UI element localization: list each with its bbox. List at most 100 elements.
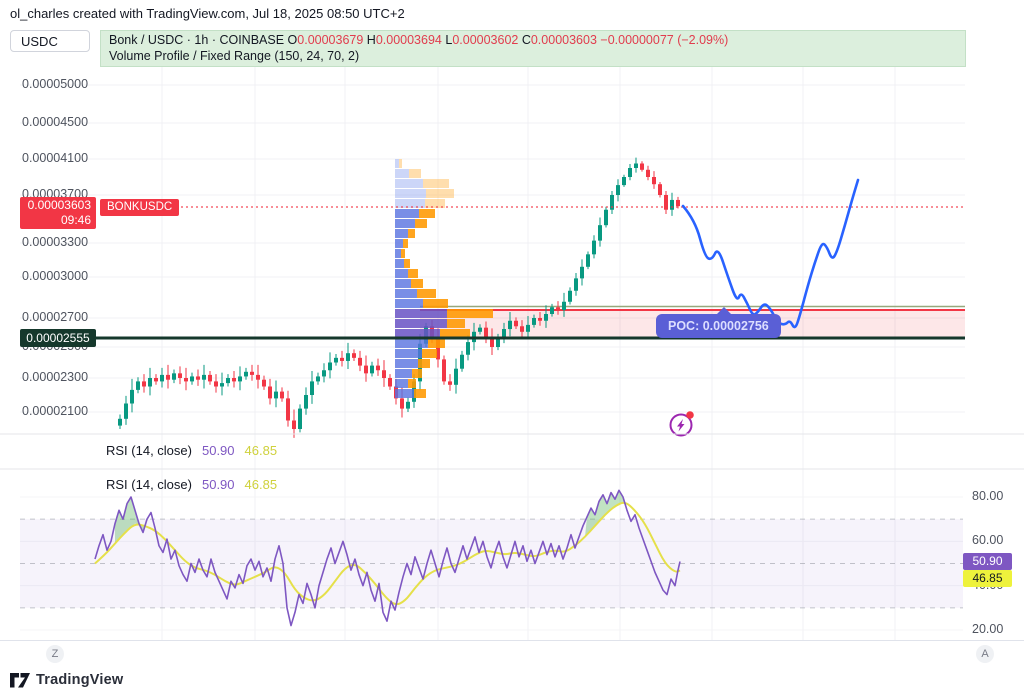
candle-body bbox=[316, 376, 320, 382]
notification-dot bbox=[686, 411, 694, 419]
candle-body bbox=[262, 379, 266, 387]
tradingview-logo-icon bbox=[10, 672, 30, 687]
vp-sell-volume-bar bbox=[403, 239, 408, 248]
chart-legend[interactable]: Bonk / USDC · 1h · COINBASE O0.00003679 … bbox=[100, 30, 966, 67]
vp-buy-volume-bar bbox=[395, 159, 399, 168]
candle-body bbox=[256, 374, 260, 380]
rsi-ma-value: 46.85 bbox=[244, 477, 278, 492]
vp-buy-volume-bar bbox=[395, 309, 447, 318]
candle-body bbox=[616, 185, 620, 195]
vp-sell-volume-bar bbox=[408, 379, 416, 388]
vp-buy-volume-bar bbox=[395, 389, 414, 398]
candle-body bbox=[274, 391, 278, 399]
candle-body bbox=[388, 378, 392, 387]
price-scale-label[interactable]: 0.00002700 bbox=[22, 310, 89, 324]
candle-body bbox=[586, 254, 590, 267]
vp-sell-volume-bar bbox=[419, 209, 435, 218]
price-scale-label[interactable]: 0.00002100 bbox=[22, 404, 89, 418]
vp-sell-volume-bar bbox=[425, 199, 445, 208]
flash-bolt-icon bbox=[677, 419, 685, 432]
adjust-button[interactable]: A bbox=[976, 645, 994, 663]
candle-body bbox=[358, 357, 362, 366]
footer-brand: TradingView bbox=[10, 672, 123, 688]
candle-body bbox=[268, 386, 272, 399]
candle-body bbox=[172, 373, 176, 380]
candle-body bbox=[214, 381, 218, 387]
candle-body bbox=[370, 365, 374, 374]
candle-body bbox=[220, 383, 224, 387]
rsi-pane-legend[interactable]: RSI (14, close) 50.90 46.85 bbox=[106, 477, 277, 492]
candle-body bbox=[160, 374, 164, 382]
candle-body bbox=[664, 195, 668, 210]
candle-body bbox=[640, 163, 644, 170]
candle-body bbox=[466, 342, 470, 355]
candle-body bbox=[460, 354, 464, 369]
vp-sell-volume-bar bbox=[428, 339, 445, 348]
indicator-title[interactable]: Volume Profile / Fixed Range (150, 24, 7… bbox=[109, 49, 360, 63]
rsi-scale-label[interactable]: 20.00 bbox=[972, 622, 1004, 636]
change-value: −0.00000077 (−2.09%) bbox=[600, 33, 729, 47]
price-scale-label[interactable]: 0.00004500 bbox=[22, 115, 89, 129]
candle-body bbox=[280, 391, 284, 399]
candle-body bbox=[532, 318, 536, 325]
tradingview-brand-text: TradingView bbox=[36, 672, 124, 688]
candle-body bbox=[526, 324, 530, 332]
price-scale-label[interactable]: 0.00003000 bbox=[22, 269, 89, 283]
bar-countdown: 09:46 bbox=[60, 213, 91, 227]
vp-sell-volume-bar bbox=[447, 309, 493, 318]
candle-body bbox=[406, 401, 410, 409]
candle-body bbox=[568, 290, 572, 302]
candle-body bbox=[550, 307, 554, 314]
candle-body bbox=[538, 318, 542, 321]
candle-body bbox=[634, 163, 638, 168]
candle-body bbox=[118, 418, 122, 426]
rsi-scale-label[interactable]: 60.00 bbox=[972, 533, 1004, 548]
vp-buy-volume-bar bbox=[395, 199, 425, 208]
time-axis[interactable] bbox=[0, 640, 1024, 666]
symbol-legend-row[interactable]: Bonk / USDC · 1h · COINBASE O0.00003679 … bbox=[109, 32, 957, 48]
candle-body bbox=[448, 381, 452, 385]
vp-sell-volume-bar bbox=[408, 229, 415, 238]
candle-body bbox=[604, 209, 608, 226]
price-scale-label[interactable]: 0.00005000 bbox=[22, 77, 89, 91]
rsi-collapsed-legend[interactable]: RSI (14, close) 50.90 46.85 bbox=[106, 443, 277, 458]
rsi-title[interactable]: RSI (14, close) bbox=[106, 477, 192, 492]
candle-body bbox=[322, 370, 326, 377]
candle-body bbox=[310, 381, 314, 395]
candle-body bbox=[382, 370, 386, 378]
rsi-value-badge: 46.85 bbox=[963, 570, 1012, 587]
rsi-overbought-fill bbox=[585, 490, 631, 537]
vp-buy-volume-bar bbox=[395, 179, 423, 188]
candle-body bbox=[622, 177, 626, 186]
vp-sell-volume-bar bbox=[417, 289, 436, 298]
rsi-title[interactable]: RSI (14, close) bbox=[106, 443, 192, 458]
timezone-button[interactable]: Z bbox=[46, 645, 64, 663]
candle-body bbox=[676, 199, 680, 207]
price-scale-label[interactable]: 0.00004100 bbox=[22, 151, 89, 165]
rsi-scale-label[interactable]: 80.00 bbox=[972, 489, 1004, 503]
candle-body bbox=[328, 362, 332, 371]
rsi-overbought-fill bbox=[115, 497, 151, 544]
vp-buy-volume-bar bbox=[395, 209, 419, 218]
candle-body bbox=[454, 368, 458, 385]
price-scale-label[interactable]: 0.00002300 bbox=[22, 370, 89, 384]
candle-body bbox=[496, 337, 500, 347]
vp-sell-volume-bar bbox=[423, 179, 449, 188]
symbol-title[interactable]: Bonk / USDC · 1h · COINBASE bbox=[109, 33, 285, 47]
candle-body bbox=[670, 199, 674, 210]
candle-body bbox=[556, 307, 560, 310]
last-price-label: 0.00003603 09:46 bbox=[20, 197, 96, 229]
rsi-ma-value: 46.85 bbox=[244, 443, 278, 458]
symbol-price-tag: BONKUSDC bbox=[100, 199, 180, 216]
candle-body bbox=[658, 184, 662, 195]
candle-body bbox=[346, 353, 350, 361]
vp-sell-volume-bar bbox=[440, 329, 470, 338]
price-scale-label[interactable]: 0.00003300 bbox=[22, 235, 89, 249]
currency-watermark-box: USDC bbox=[10, 30, 90, 52]
vp-buy-volume-bar bbox=[395, 189, 426, 198]
indicator-legend-row[interactable]: Volume Profile / Fixed Range (150, 24, 7… bbox=[109, 48, 957, 64]
candle-body bbox=[340, 357, 344, 361]
vp-buy-volume-bar bbox=[395, 169, 409, 178]
vp-sell-volume-bar bbox=[411, 279, 423, 288]
